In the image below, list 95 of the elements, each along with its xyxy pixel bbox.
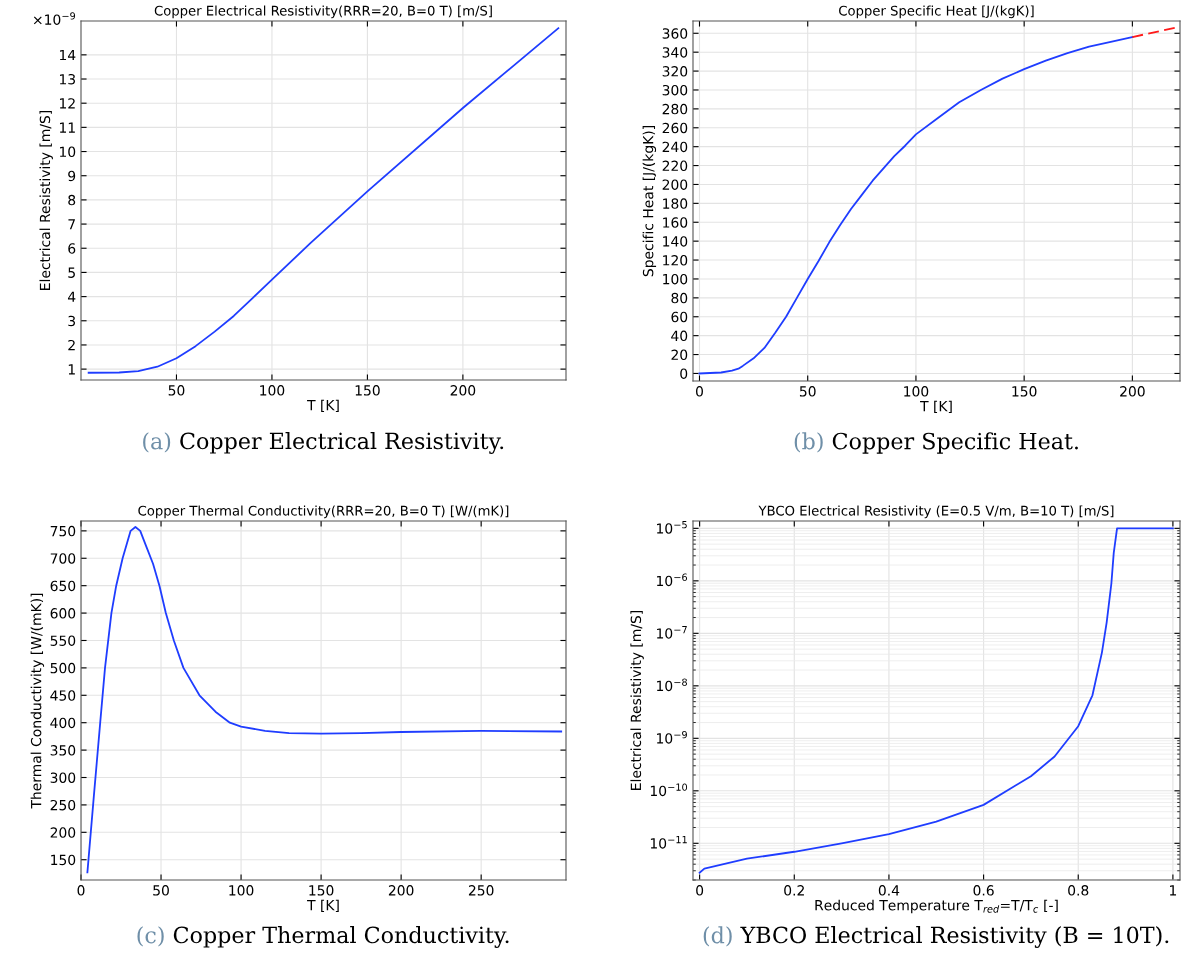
- x-tick-label: 100: [904, 386, 929, 397]
- chart-title: Copper Electrical Resistivity(RRR=20, B=0 T) [m/S]: [154, 5, 492, 19]
- x-tick-label: 0.4: [878, 885, 900, 896]
- y-tick-label: 9: [68, 170, 76, 182]
- y-tick-label: 280: [662, 103, 688, 115]
- chart-title: Copper Specific Heat [J/(kgK)]: [839, 5, 1034, 19]
- x-tick-label: 50: [168, 385, 185, 396]
- y-tick-label: 10$^{−10}$: [650, 783, 688, 797]
- chart-title: Copper Thermal Conductivity(RRR=20, B=0 T) [W/(mK)]: [138, 505, 509, 519]
- x-tick-label: 250: [468, 885, 494, 896]
- y-tick-label: 750: [50, 525, 76, 537]
- y-tick-label: 4: [67, 291, 76, 302]
- y-axis-title: Specific Heat [J/(kgK)]: [642, 126, 657, 277]
- x-axis-title: T [K]: [920, 400, 952, 414]
- y-axis-title: Electrical Resistivity [m/S]: [630, 610, 644, 790]
- y-tick-label: 550: [50, 635, 76, 646]
- y-tick-label: 10$^{−11}$: [650, 836, 687, 849]
- y-tick-label: 10$^{−9}$: [657, 730, 687, 744]
- line-series: [698, 36, 1134, 375]
- y-tick-label: 450: [50, 690, 76, 701]
- x-tick-label: 0.6: [973, 885, 994, 896]
- x-tick-label: 150: [309, 885, 334, 896]
- text: (d) YBCO Electrical Resistivity (B = 10T).: [703, 926, 1169, 948]
- y-tick-label: 650: [50, 580, 76, 592]
- y-tick-label: 11: [59, 122, 75, 133]
- y-tick-label: 500: [50, 662, 76, 674]
- y-tick-label: 12: [59, 98, 75, 109]
- y-tick-label: 40: [671, 330, 688, 342]
- x-tick-label: 150: [355, 385, 380, 396]
- y-tick-label: 20: [671, 349, 688, 361]
- x-tick-label: 50: [153, 885, 169, 896]
- y-tick-label: 350: [50, 745, 76, 756]
- y-tick-label: 700: [50, 553, 76, 564]
- y-tick-label: 340: [662, 47, 688, 58]
- x-axis-title: T [K]: [307, 899, 339, 913]
- line-series: [86, 526, 563, 874]
- y-tick-label: 10$^{−7}$: [657, 626, 687, 639]
- x-tick-label: 0: [77, 885, 85, 896]
- y-tick-label: 10$^{−8}$: [657, 678, 687, 692]
- y-tick-label: 7: [68, 219, 75, 230]
- y-tick-label: 13: [59, 73, 76, 85]
- chart-title: YBCO Electrical Resistivity (E=0.5 V/m, B=10 T) [m/S]: [758, 505, 1114, 519]
- x-tick-label: 150: [1012, 386, 1037, 397]
- y-tick-label: 240: [662, 141, 688, 153]
- y-tick-label: 10$^{−6}$: [657, 573, 688, 587]
- y-tick-label: 8: [68, 194, 76, 206]
- y-tick-label: 360: [662, 28, 688, 39]
- y-axis-title: Electrical Resistivity [m/S]: [39, 110, 53, 290]
- text: ×10$^{−9}$: [33, 12, 76, 25]
- x-tick-label: 200: [1120, 386, 1145, 397]
- x-axis-title: Reduced Temperature T$_{red}$=T/T$_{c}$ [-]: [815, 899, 1058, 914]
- y-tick-label: 200: [662, 179, 688, 190]
- y-tick-label: 0: [680, 368, 688, 379]
- y-tick-label: 14: [59, 50, 76, 61]
- y-tick-label: 220: [662, 160, 688, 172]
- y-tick-label: 3: [68, 315, 76, 327]
- y-tick-label: 1: [68, 364, 75, 375]
- y-tick-label: 10: [59, 146, 76, 158]
- line-series: [698, 527, 1174, 874]
- y-tick-label: 600: [50, 608, 76, 619]
- text: (a) Copper Electrical Resistivity.: [143, 432, 504, 454]
- y-tick-label: 2: [68, 339, 75, 351]
- x-tick-label: 200: [450, 385, 476, 396]
- line-series: [87, 27, 560, 374]
- text: (c) Copper Thermal Conductivity.: [137, 926, 509, 948]
- text: (b) Copper Specific Heat.: [794, 432, 1078, 454]
- x-tick-label: 0: [695, 386, 703, 397]
- y-tick-label: 260: [662, 122, 688, 134]
- x-tick-label: 0: [696, 885, 704, 896]
- y-tick-label: 10$^{−5}$: [657, 521, 687, 534]
- x-tick-label: 100: [229, 885, 254, 896]
- y-tick-label: 200: [50, 827, 76, 838]
- y-tick-label: 300: [662, 84, 688, 96]
- y-tick-label: 150: [51, 854, 76, 866]
- y-tick-label: 100: [663, 273, 688, 285]
- x-tick-label: 1: [1170, 885, 1177, 896]
- x-tick-label: 0.2: [784, 885, 804, 896]
- y-tick-label: 60: [671, 311, 688, 323]
- y-tick-label: 5: [68, 267, 75, 278]
- x-tick-label: 100: [260, 385, 285, 396]
- y-tick-label: 180: [663, 198, 688, 209]
- y-tick-label: 80: [671, 292, 688, 304]
- y-tick-label: 6: [68, 243, 76, 254]
- y-tick-label: 140: [663, 236, 688, 247]
- x-tick-label: 200: [388, 885, 414, 896]
- x-tick-label: 50: [799, 386, 816, 397]
- y-tick-label: 160: [663, 217, 688, 228]
- y-tick-label: 400: [50, 717, 76, 729]
- y-tick-label: 320: [662, 66, 688, 77]
- y-tick-label: 300: [50, 772, 76, 783]
- y-tick-label: 120: [663, 255, 688, 266]
- y-tick-label: 250: [50, 799, 76, 811]
- x-tick-label: 0.8: [1068, 885, 1089, 896]
- x-axis-title: T [K]: [307, 399, 339, 413]
- y-axis-title: Thermal Conductivity [W/(mK)]: [30, 593, 45, 809]
